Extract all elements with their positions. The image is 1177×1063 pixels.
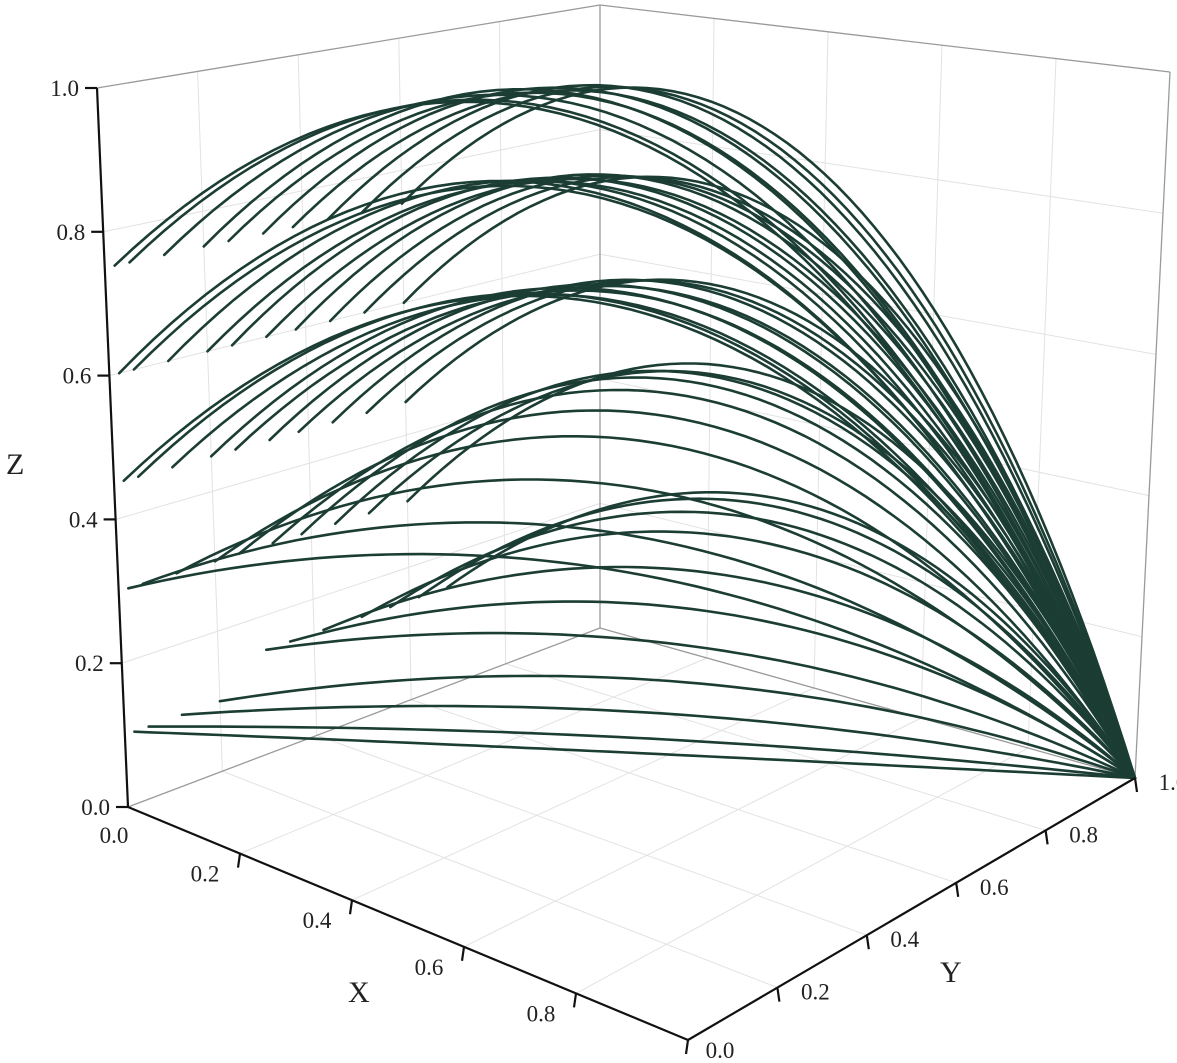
z-tick-label: 0.4 bbox=[69, 507, 98, 532]
z-axis-line bbox=[95, 87, 130, 808]
curve-g2-9 bbox=[404, 278, 1137, 780]
curve-g0-2 bbox=[162, 93, 1137, 780]
y-tick-label: 0.2 bbox=[801, 980, 830, 1005]
y-tick-label: 0.8 bbox=[1069, 822, 1098, 847]
wall-gridline bbox=[109, 253, 601, 377]
z-tick-label: 1.0 bbox=[50, 76, 79, 101]
x-tick bbox=[236, 853, 242, 868]
curve-g3-6 bbox=[300, 376, 1137, 780]
box-edge bbox=[599, 627, 1136, 779]
z-tick-label: 0.6 bbox=[63, 364, 92, 389]
curves bbox=[113, 83, 1137, 780]
floor-gridline bbox=[222, 770, 778, 989]
curve-g4-1 bbox=[288, 600, 1137, 780]
y-tick-label: 0.0 bbox=[706, 1038, 735, 1063]
curve-g4-2 bbox=[322, 565, 1137, 780]
curve-g1-4 bbox=[230, 176, 1137, 780]
curve-g4-5 bbox=[417, 497, 1137, 780]
curve-g5-3 bbox=[218, 674, 1137, 780]
curve-g3-7 bbox=[334, 369, 1137, 780]
curve-g0-7 bbox=[326, 83, 1137, 780]
curve-g3-1 bbox=[141, 521, 1137, 780]
floor-gridline bbox=[351, 687, 815, 901]
curve-g2-5 bbox=[268, 283, 1137, 780]
box-edge bbox=[127, 627, 601, 808]
x-tick-label: 0.2 bbox=[191, 862, 220, 887]
curve-g3-8 bbox=[367, 369, 1137, 780]
floor-gridline bbox=[463, 717, 922, 948]
y-tick bbox=[776, 987, 781, 1002]
curve-g1-9 bbox=[402, 175, 1137, 780]
curve-g4-4 bbox=[389, 510, 1137, 780]
curve-g0-5 bbox=[261, 86, 1137, 780]
curve-g1-8 bbox=[363, 175, 1137, 780]
x-tick-label: 0.4 bbox=[303, 908, 332, 933]
wall-gridline bbox=[498, 21, 507, 664]
wall-gridline bbox=[121, 502, 601, 664]
x-axis-line bbox=[127, 805, 689, 1042]
curve-g5-1 bbox=[147, 725, 1137, 780]
x-tick bbox=[572, 993, 578, 1008]
y-tick bbox=[865, 935, 870, 950]
curve-g2-1 bbox=[137, 291, 1137, 780]
z-axis-title: Z bbox=[6, 448, 24, 481]
y-tick bbox=[1133, 777, 1139, 793]
wall-gridline bbox=[297, 54, 318, 736]
curve-g2-0 bbox=[122, 294, 1137, 780]
y-axis-title: Y bbox=[940, 956, 962, 989]
y-tick-label: 1.0 bbox=[1159, 770, 1177, 795]
curve-g0-6 bbox=[291, 88, 1137, 780]
floor-gridline bbox=[411, 699, 957, 884]
floor-gridline bbox=[239, 657, 708, 855]
curve-g4-6 bbox=[446, 491, 1137, 780]
wall-gridline bbox=[599, 129, 1164, 214]
x-tick bbox=[684, 1039, 690, 1055]
curve-g1-5 bbox=[265, 177, 1137, 780]
curve-g2-4 bbox=[234, 289, 1137, 780]
wall-gridline bbox=[103, 129, 601, 233]
box-edge bbox=[1134, 71, 1171, 779]
x-tick bbox=[348, 900, 354, 915]
curve-g0-9 bbox=[400, 86, 1137, 780]
curve-g5-0 bbox=[133, 730, 1137, 780]
axes: 0.0 0.2 0.4 0.6 0.8 1.0 0.0 0.2 0.4 0.6 0.8 1.0 0.0 0… bbox=[50, 76, 1177, 1063]
curve-g3-9 bbox=[406, 362, 1137, 780]
curve-g2-8 bbox=[365, 278, 1137, 780]
z-tick-label: 0.8 bbox=[56, 220, 85, 245]
floor-gridline bbox=[575, 747, 1029, 994]
y-tick bbox=[1044, 830, 1049, 845]
wall-gridline bbox=[197, 71, 223, 772]
curve-g2-6 bbox=[297, 284, 1137, 780]
wall-gridline bbox=[398, 38, 412, 700]
y-tick-label: 0.4 bbox=[890, 927, 919, 952]
curve-g0-4 bbox=[227, 91, 1137, 780]
curve-g2-7 bbox=[331, 278, 1137, 780]
y-axis-line bbox=[687, 777, 1136, 1041]
curve-g1-6 bbox=[294, 173, 1137, 780]
x-tick bbox=[460, 946, 466, 961]
z-tick-label: 0.0 bbox=[81, 795, 110, 820]
curve-g4-0 bbox=[265, 631, 1137, 780]
box-edge bbox=[96, 4, 601, 89]
curve-g3-0 bbox=[127, 552, 1137, 780]
z-tick-label: 0.2 bbox=[75, 651, 104, 676]
box-edge bbox=[599, 4, 1171, 73]
curve-g5-2 bbox=[180, 704, 1137, 780]
curve-g0-8 bbox=[361, 85, 1137, 780]
y-tick bbox=[955, 882, 960, 897]
x-tick-label: 0.0 bbox=[100, 823, 129, 848]
curve-g3-5 bbox=[271, 388, 1137, 780]
floor-gridline bbox=[316, 734, 867, 936]
x-axis-title: X bbox=[348, 976, 370, 1009]
curve-g1-7 bbox=[328, 174, 1137, 780]
x-tick-label: 0.6 bbox=[415, 955, 444, 980]
x-tick-label: 0.8 bbox=[527, 1001, 556, 1026]
y-tick-label: 0.6 bbox=[980, 875, 1009, 900]
